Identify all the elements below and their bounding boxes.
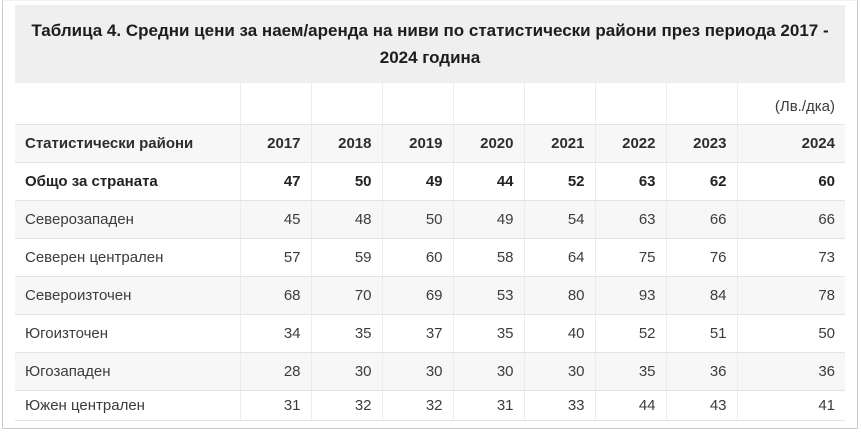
value-cell: 30 — [381, 352, 453, 391]
empty-cell — [594, 83, 666, 125]
table-title: Таблица 4. Средни цени за наем/аренда на… — [15, 5, 845, 83]
header-row: Статистически райони 2017 2018 2019 2020 2021… — [15, 124, 845, 163]
value-cell: 68 — [239, 276, 311, 315]
table-body: (Лв./дка) Статистически райони 2017 2018 201… — [15, 83, 845, 421]
region-cell: Южен централен — [15, 390, 240, 421]
empty-cell — [452, 83, 524, 125]
data-table: (Лв./дка) Статистически райони 2017 2018 201… — [15, 83, 845, 421]
empty-cell — [239, 83, 311, 125]
table-row: Североизточен 68 70 69 53 80 93 84 78 — [15, 276, 845, 315]
table-row: Общо за страната 47 50 49 44 52 63 62 60 — [15, 162, 845, 201]
year-column-header: 2023 — [665, 124, 737, 163]
table-row: Северен централен 57 59 60 58 64 75 76 73 — [15, 238, 845, 277]
empty-cell — [15, 83, 240, 125]
value-cell: 50 — [736, 314, 845, 353]
value-cell: 52 — [594, 314, 666, 353]
empty-cell — [523, 83, 595, 125]
region-column-header: Статистически райони — [15, 124, 240, 163]
value-cell: 30 — [452, 352, 524, 391]
value-cell: 78 — [736, 276, 845, 315]
value-cell: 44 — [594, 390, 666, 421]
value-cell: 84 — [665, 276, 737, 315]
value-cell: 33 — [523, 390, 595, 421]
value-cell: 34 — [239, 314, 311, 353]
value-cell: 32 — [310, 390, 382, 421]
year-column-header: 2021 — [523, 124, 595, 163]
year-column-header: 2018 — [310, 124, 382, 163]
value-cell: 80 — [523, 276, 595, 315]
value-cell: 31 — [239, 390, 311, 421]
value-cell: 54 — [523, 200, 595, 239]
value-cell: 43 — [665, 390, 737, 421]
region-cell: Северозападен — [15, 200, 240, 239]
value-cell: 36 — [665, 352, 737, 391]
table-row: Югозападен 28 30 30 30 30 35 36 36 — [15, 352, 845, 391]
value-cell: 30 — [523, 352, 595, 391]
value-cell: 30 — [310, 352, 382, 391]
region-cell: Югозападен — [15, 352, 240, 391]
value-cell: 63 — [594, 200, 666, 239]
unit-label: (Лв./дка) — [736, 83, 845, 125]
value-cell: 63 — [594, 162, 666, 201]
value-cell: 64 — [523, 238, 595, 277]
value-cell: 73 — [736, 238, 845, 277]
year-column-header: 2020 — [452, 124, 524, 163]
value-cell: 49 — [381, 162, 453, 201]
value-cell: 31 — [452, 390, 524, 421]
empty-cell — [310, 83, 382, 125]
year-column-header: 2022 — [594, 124, 666, 163]
value-cell: 47 — [239, 162, 311, 201]
value-cell: 41 — [736, 390, 845, 421]
region-cell: Общо за страната — [15, 162, 240, 201]
year-column-header: 2017 — [239, 124, 311, 163]
value-cell: 93 — [594, 276, 666, 315]
value-cell: 66 — [736, 200, 845, 239]
table-row: Южен централен 31 32 32 31 33 44 43 41 — [15, 390, 845, 421]
value-cell: 37 — [381, 314, 453, 353]
empty-cell — [665, 83, 737, 125]
value-cell: 49 — [452, 200, 524, 239]
region-cell: Северен централен — [15, 238, 240, 277]
region-cell: Югоизточен — [15, 314, 240, 353]
value-cell: 44 — [452, 162, 524, 201]
value-cell: 69 — [381, 276, 453, 315]
value-cell: 57 — [239, 238, 311, 277]
unit-row: (Лв./дка) — [15, 83, 845, 125]
value-cell: 53 — [452, 276, 524, 315]
value-cell: 58 — [452, 238, 524, 277]
value-cell: 35 — [310, 314, 382, 353]
value-cell: 28 — [239, 352, 311, 391]
value-cell: 62 — [665, 162, 737, 201]
region-cell: Североизточен — [15, 276, 240, 315]
value-cell: 75 — [594, 238, 666, 277]
value-cell: 45 — [239, 200, 311, 239]
value-cell: 70 — [310, 276, 382, 315]
value-cell: 35 — [452, 314, 524, 353]
table-row: Югоизточен 34 35 37 35 40 52 51 50 — [15, 314, 845, 353]
value-cell: 36 — [736, 352, 845, 391]
value-cell: 59 — [310, 238, 382, 277]
value-cell: 51 — [665, 314, 737, 353]
empty-cell — [381, 83, 453, 125]
year-column-header: 2019 — [381, 124, 453, 163]
value-cell: 76 — [665, 238, 737, 277]
table-row: Северозападен 45 48 50 49 54 63 66 66 — [15, 200, 845, 239]
value-cell: 40 — [523, 314, 595, 353]
value-cell: 35 — [594, 352, 666, 391]
year-column-header: 2024 — [736, 124, 845, 163]
value-cell: 52 — [523, 162, 595, 201]
value-cell: 50 — [381, 200, 453, 239]
value-cell: 48 — [310, 200, 382, 239]
value-cell: 50 — [310, 162, 382, 201]
statistics-table-widget: Таблица 4. Средни цени за наем/аренда на… — [2, 0, 858, 429]
value-cell: 66 — [665, 200, 737, 239]
value-cell: 60 — [736, 162, 845, 201]
value-cell: 32 — [381, 390, 453, 421]
value-cell: 60 — [381, 238, 453, 277]
